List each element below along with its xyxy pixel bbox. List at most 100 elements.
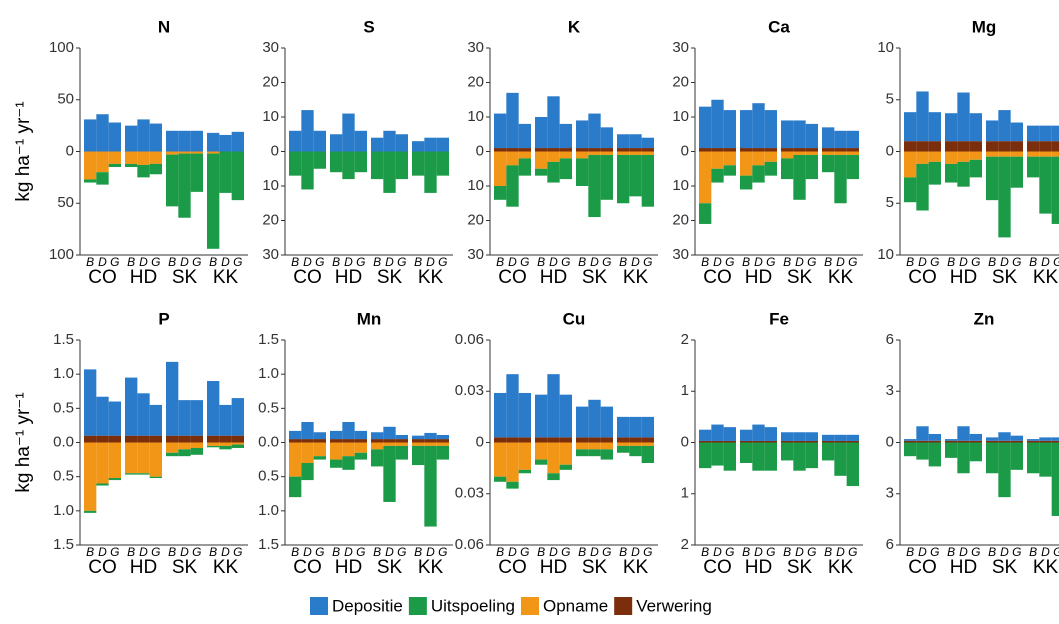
x-tick-label: G bbox=[192, 255, 201, 269]
bar-segment bbox=[1010, 122, 1023, 142]
bar-segment bbox=[219, 435, 232, 443]
bar-segment bbox=[301, 442, 314, 463]
x-tick-label: G bbox=[151, 545, 160, 559]
bar-segment bbox=[289, 476, 302, 498]
bar-segment bbox=[969, 442, 982, 462]
y-tick-label: 3 bbox=[886, 382, 894, 399]
bar-segment bbox=[424, 442, 437, 446]
bar-segment bbox=[149, 163, 162, 175]
bar-segment bbox=[998, 151, 1011, 157]
x-tick-label: B bbox=[783, 255, 791, 269]
bar-segment bbox=[969, 141, 982, 152]
bar-segment bbox=[617, 154, 630, 204]
bar-segment bbox=[822, 442, 835, 461]
bar-segment bbox=[928, 151, 941, 162]
bar-segment bbox=[711, 442, 724, 466]
bar-segment bbox=[740, 151, 753, 176]
bar-segment bbox=[641, 151, 654, 155]
bar-segment bbox=[424, 432, 437, 440]
bar-segment bbox=[342, 439, 355, 443]
panel-title: K bbox=[568, 17, 581, 36]
x-tick-label: G bbox=[807, 545, 816, 559]
x-tick-label: D bbox=[836, 255, 845, 269]
bar-segment bbox=[219, 445, 232, 450]
bar-segment bbox=[383, 130, 396, 152]
bar-segment bbox=[617, 134, 630, 149]
bar-segment bbox=[588, 113, 601, 149]
bar-segment bbox=[752, 103, 765, 149]
bar-segment bbox=[96, 396, 109, 436]
bar-segment bbox=[576, 449, 589, 457]
y-tick-label: 0 bbox=[886, 433, 894, 450]
bar-segment bbox=[125, 442, 138, 474]
bar-segment bbox=[354, 151, 367, 173]
x-tick-label: B bbox=[168, 545, 176, 559]
bar-segment bbox=[149, 404, 162, 436]
bar-segment bbox=[424, 151, 437, 193]
bar-segment bbox=[969, 159, 982, 178]
bar-segment bbox=[781, 432, 794, 441]
bar-segment bbox=[1051, 151, 1059, 157]
bar-segment bbox=[600, 148, 613, 152]
bar-segment bbox=[178, 435, 191, 443]
bar-segment bbox=[957, 442, 970, 474]
bar-segment bbox=[354, 130, 367, 152]
bar-segment bbox=[1051, 156, 1059, 224]
x-tick-label: B bbox=[824, 545, 832, 559]
bar-segment bbox=[576, 158, 589, 186]
x-tick-label: B bbox=[947, 545, 955, 559]
bar-segment bbox=[1027, 151, 1040, 157]
bar-segment bbox=[166, 151, 179, 155]
y-tick-label: 1.5 bbox=[258, 536, 279, 553]
x-tick-label: D bbox=[1041, 545, 1050, 559]
legend-label: Opname bbox=[543, 596, 608, 615]
bar-segment bbox=[986, 442, 999, 474]
bar-segment bbox=[559, 464, 572, 470]
y-tick-label: 100 bbox=[49, 246, 74, 263]
y-tick-label: 20 bbox=[262, 73, 279, 90]
bar-segment bbox=[137, 442, 150, 474]
bar-segment bbox=[219, 404, 232, 436]
bar-segment bbox=[846, 148, 859, 152]
bar-segment bbox=[231, 435, 244, 443]
bar-segment bbox=[617, 445, 630, 453]
bar-segment bbox=[711, 148, 724, 152]
bar-segment bbox=[96, 114, 109, 152]
x-tick-label: G bbox=[110, 545, 119, 559]
panel-title: Cu bbox=[563, 309, 586, 328]
x-tick-label: B bbox=[373, 545, 381, 559]
bar-segment bbox=[576, 151, 589, 159]
bar-segment bbox=[986, 156, 999, 201]
bar-segment bbox=[945, 113, 958, 142]
x-tick-label: D bbox=[590, 545, 599, 559]
x-tick-label: G bbox=[356, 545, 365, 559]
bar-segment bbox=[740, 442, 753, 463]
group-label: SK bbox=[377, 267, 403, 288]
bar-segment bbox=[711, 151, 724, 169]
bar-segment bbox=[617, 416, 630, 438]
bar-segment bbox=[166, 361, 179, 436]
bar-segment bbox=[846, 442, 859, 487]
x-tick-label: G bbox=[315, 255, 324, 269]
group-label: CO bbox=[498, 267, 527, 288]
bar-segment bbox=[547, 151, 560, 162]
group-label: HD bbox=[540, 557, 567, 578]
bar-segment bbox=[699, 440, 712, 443]
bar-segment bbox=[289, 439, 302, 443]
group-label: HD bbox=[540, 267, 567, 288]
bar-segment bbox=[559, 442, 572, 465]
bar-segment bbox=[313, 442, 326, 457]
bar-segment bbox=[96, 151, 109, 173]
bar-segment bbox=[559, 158, 572, 180]
bar-segment bbox=[805, 148, 818, 152]
panel-title: Zn bbox=[974, 309, 995, 328]
bar-segment bbox=[576, 406, 589, 438]
bar-segment bbox=[436, 439, 449, 443]
bar-segment bbox=[723, 148, 736, 152]
bar-segment bbox=[424, 445, 437, 527]
bar-segment bbox=[629, 445, 642, 457]
x-tick-label: G bbox=[561, 545, 570, 559]
bar-segment bbox=[957, 426, 970, 441]
bar-segment bbox=[506, 151, 519, 166]
group-label: KK bbox=[828, 267, 854, 288]
